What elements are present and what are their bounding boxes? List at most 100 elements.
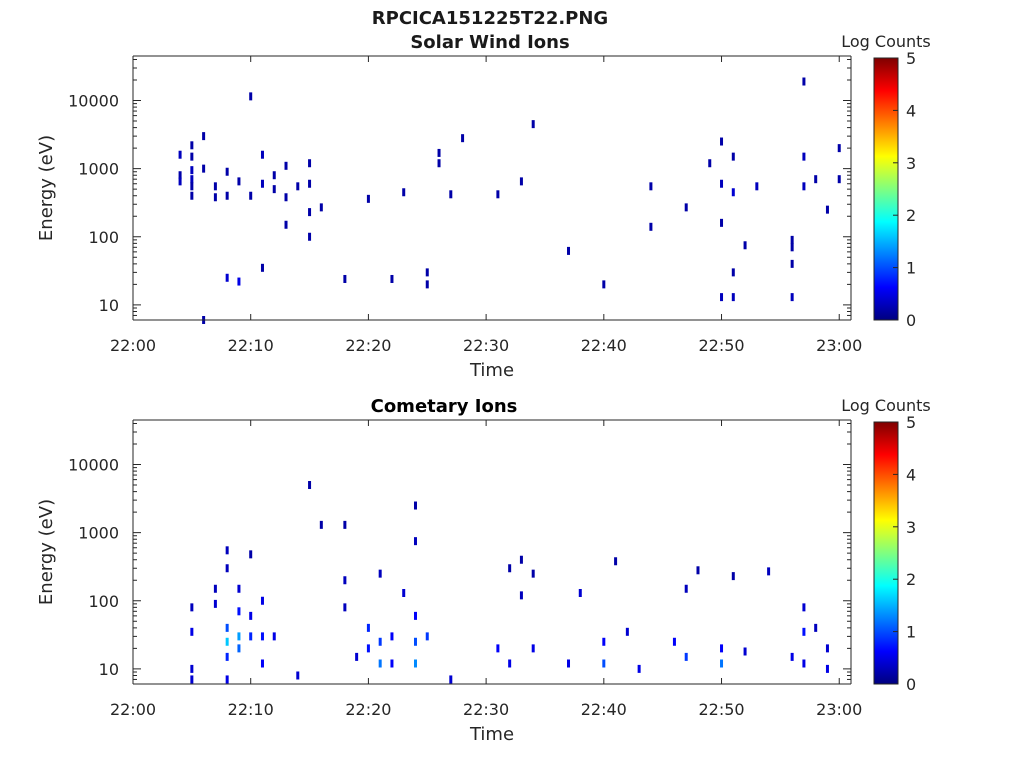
- heatmap-cell: [343, 603, 347, 612]
- heatmap-cell: [237, 277, 241, 286]
- heatmap-cells: [178, 77, 841, 324]
- figure-title: RPCICA151225T22.PNG: [371, 8, 609, 29]
- heatmap-cell: [413, 637, 417, 646]
- heatmap-cell: [708, 159, 712, 168]
- colorbar-tick-label: 4: [906, 465, 916, 484]
- heatmap-cell: [190, 175, 194, 184]
- heatmap-cell: [790, 652, 794, 661]
- heatmap-cell: [731, 188, 735, 197]
- heatmap-cell: [837, 175, 841, 184]
- heatmap-cell: [519, 555, 523, 564]
- colorbar-tick-label: 2: [906, 206, 916, 225]
- heatmap-cell: [802, 152, 806, 161]
- heatmap-cell: [578, 588, 582, 597]
- heatmap-cell: [614, 557, 618, 566]
- heatmap-cell: [684, 203, 688, 212]
- heatmap-cell: [190, 191, 194, 200]
- heatmap-cell: [343, 576, 347, 585]
- heatmap-cell: [319, 520, 323, 529]
- x-tick-label: 22:50: [698, 700, 744, 719]
- heatmap-cell: [202, 164, 206, 173]
- heatmap-cell: [296, 671, 300, 680]
- heatmap-cell: [272, 185, 276, 194]
- heatmap-cell: [378, 637, 382, 646]
- heatmap-cell: [202, 132, 206, 141]
- heatmap-cell: [743, 241, 747, 250]
- heatmap-cell: [825, 664, 829, 673]
- heatmap-cell: [319, 203, 323, 212]
- heatmap-cell: [390, 274, 394, 283]
- heatmap-cell: [567, 246, 571, 255]
- heatmap-cell: [237, 644, 241, 653]
- heatmap-cell: [249, 611, 253, 620]
- y-tick-label: 1000: [78, 160, 119, 179]
- heatmap-cell: [814, 175, 818, 184]
- heatmap-cell: [190, 627, 194, 636]
- y-axis-label: Energy (eV): [36, 499, 57, 605]
- y-tick-label: 10000: [68, 456, 119, 475]
- heatmap-cell: [225, 546, 229, 555]
- colorbar-label: Log Counts: [841, 32, 931, 51]
- heatmap-cell: [802, 77, 806, 86]
- colorbar-tick-label: 3: [906, 154, 916, 173]
- heatmap-cell: [237, 584, 241, 593]
- heatmap-cell: [508, 659, 512, 668]
- x-tick-label: 22:50: [698, 336, 744, 355]
- heatmap-cell: [790, 293, 794, 302]
- heatmap-cell: [672, 637, 676, 646]
- heatmap-cell: [190, 664, 194, 673]
- heatmap-cell: [531, 120, 535, 129]
- heatmap-cell: [413, 501, 417, 510]
- heatmap-cell: [308, 481, 312, 490]
- heatmap-cell: [402, 188, 406, 197]
- heatmap-cell: [225, 637, 229, 646]
- x-tick-label: 23:00: [816, 336, 862, 355]
- heatmap-cell: [308, 179, 312, 188]
- heatmap-cell: [637, 664, 641, 673]
- heatmap-cell: [213, 182, 217, 191]
- heatmap-cell: [260, 179, 264, 188]
- heatmap-cell: [272, 632, 276, 641]
- heatmap-cell: [802, 182, 806, 191]
- heatmap-cell: [190, 152, 194, 161]
- x-tick-label: 22:00: [110, 336, 156, 355]
- heatmap-cell: [519, 177, 523, 186]
- heatmap-cell: [413, 537, 417, 546]
- heatmap-cell: [684, 652, 688, 661]
- heatmap-cell: [343, 274, 347, 283]
- heatmap-cell: [225, 167, 229, 176]
- heatmap-cell: [249, 632, 253, 641]
- heatmap-cell: [531, 569, 535, 578]
- heatmap-cell: [496, 190, 500, 199]
- colorbar-gradient: [873, 421, 899, 685]
- heatmap-cell: [178, 171, 182, 180]
- colorbar-tick-label: 1: [906, 623, 916, 642]
- heatmap-cell: [178, 150, 182, 159]
- heatmap-cell: [225, 273, 229, 282]
- x-tick-label: 23:00: [816, 700, 862, 719]
- heatmap-cell: [190, 182, 194, 191]
- heatmap-cell: [366, 623, 370, 632]
- heatmap-cell: [720, 644, 724, 653]
- heatmap-cell: [696, 566, 700, 575]
- heatmap-cell: [284, 220, 288, 229]
- y-tick-label: 10: [99, 660, 119, 679]
- heatmap-cell: [413, 659, 417, 668]
- heatmap-cell: [260, 632, 264, 641]
- heatmap-cell: [731, 268, 735, 277]
- panel-1-title: Solar Wind Ions: [410, 32, 570, 53]
- heatmap-cell: [790, 243, 794, 252]
- heatmap-cell: [814, 623, 818, 632]
- heatmap-cell: [190, 166, 194, 175]
- heatmap-cell: [825, 205, 829, 214]
- heatmap-cell: [461, 134, 465, 143]
- x-tick-label: 22:20: [345, 700, 391, 719]
- heatmap-cell: [519, 591, 523, 600]
- heatmap-cell: [260, 659, 264, 668]
- panel-1: 22:00 22:10 22:20 22:30 22:40 22:50 23:0010100…: [36, 32, 931, 381]
- heatmap-cell: [296, 182, 300, 191]
- heatmap-cell: [213, 599, 217, 608]
- heatmap-cell: [284, 193, 288, 202]
- heatmap-cell: [249, 92, 253, 101]
